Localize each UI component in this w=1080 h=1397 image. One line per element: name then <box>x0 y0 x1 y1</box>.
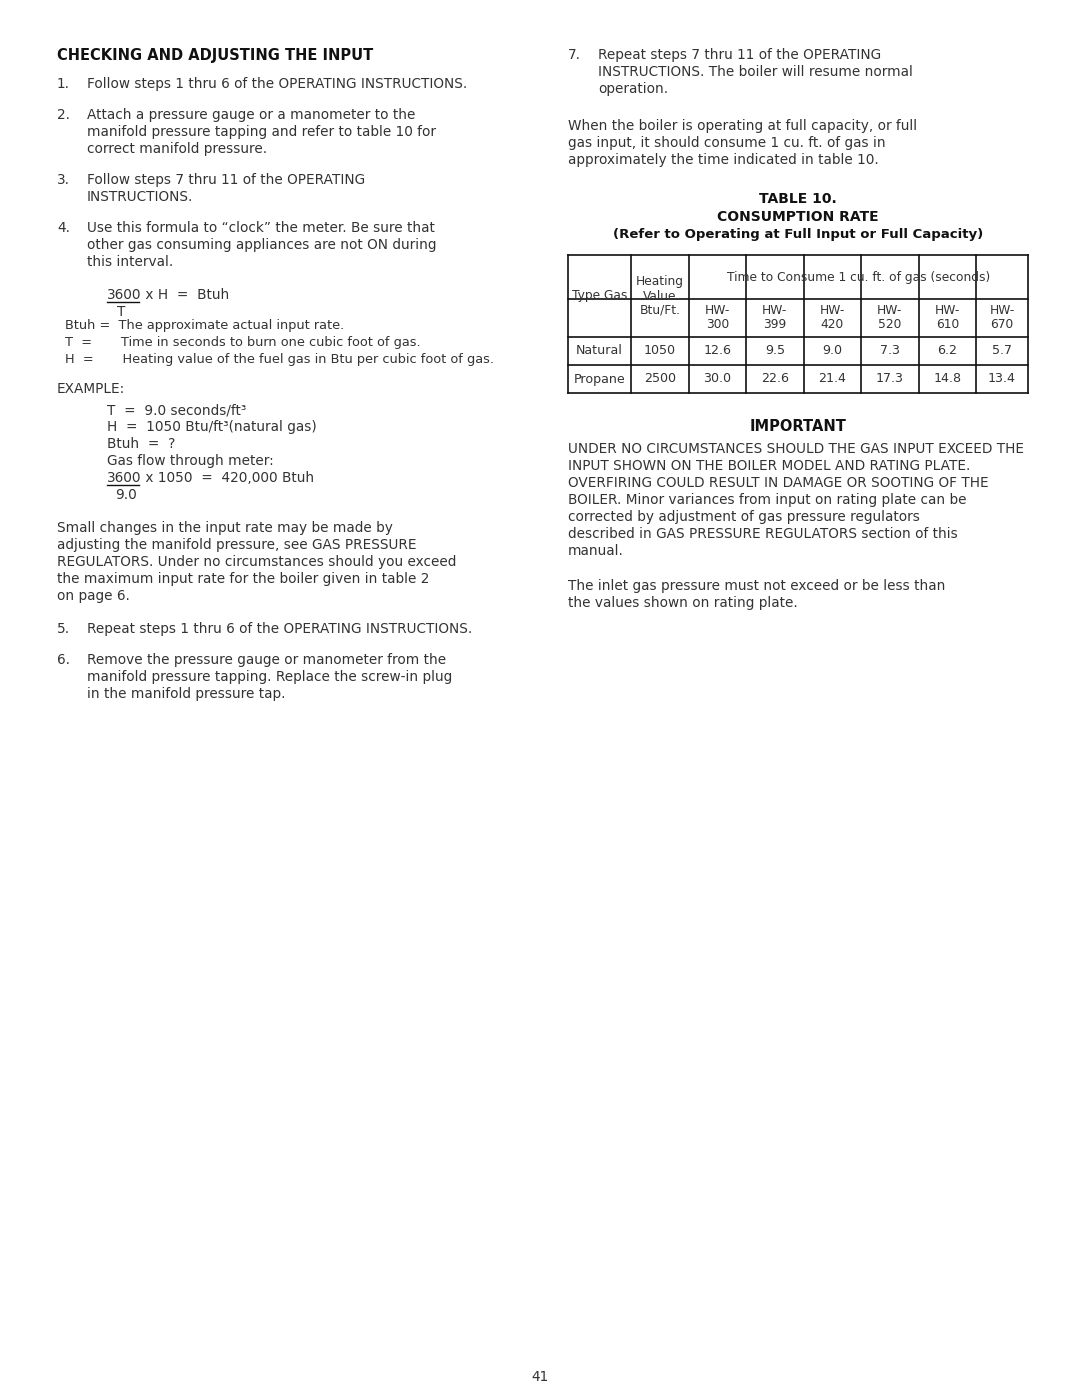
Text: 14.8: 14.8 <box>933 373 961 386</box>
Text: INSTRUCTIONS.: INSTRUCTIONS. <box>87 190 193 204</box>
Text: Follow steps 7 thru 11 of the OPERATING: Follow steps 7 thru 11 of the OPERATING <box>87 173 365 187</box>
Text: T  =       Time in seconds to burn one cubic foot of gas.: T = Time in seconds to burn one cubic fo… <box>65 337 420 349</box>
Text: 610: 610 <box>935 319 959 331</box>
Text: 21.4: 21.4 <box>819 373 847 386</box>
Text: Propane: Propane <box>573 373 625 386</box>
Text: adjusting the manifold pressure, see GAS PRESSURE: adjusting the manifold pressure, see GAS… <box>57 538 417 552</box>
Text: Gas flow through meter:: Gas flow through meter: <box>107 454 273 468</box>
Text: The inlet gas pressure must not exceed or be less than: The inlet gas pressure must not exceed o… <box>568 578 945 592</box>
Text: x 1050  =  420,000 Btuh: x 1050 = 420,000 Btuh <box>141 471 314 485</box>
Text: 670: 670 <box>990 319 1014 331</box>
Text: 3.: 3. <box>57 173 70 187</box>
Text: manual.: manual. <box>568 543 624 557</box>
Text: manifold pressure tapping. Replace the screw-in plug: manifold pressure tapping. Replace the s… <box>87 671 453 685</box>
Text: 9.5: 9.5 <box>765 345 785 358</box>
Text: x H  =  Btuh: x H = Btuh <box>141 288 229 302</box>
Text: on page 6.: on page 6. <box>57 590 130 604</box>
Text: 1.: 1. <box>57 77 70 91</box>
Text: INSTRUCTIONS. The boiler will resume normal: INSTRUCTIONS. The boiler will resume nor… <box>598 66 913 80</box>
Text: Value: Value <box>643 289 676 303</box>
Text: HW-: HW- <box>934 305 960 317</box>
Text: 5.7: 5.7 <box>993 345 1012 358</box>
Text: 13.4: 13.4 <box>988 373 1016 386</box>
Text: 300: 300 <box>705 319 729 331</box>
Text: OVERFIRING COULD RESULT IN DAMAGE OR SOOTING OF THE: OVERFIRING COULD RESULT IN DAMAGE OR SOO… <box>568 476 988 490</box>
Text: Use this formula to “clock” the meter. Be sure that: Use this formula to “clock” the meter. B… <box>87 221 435 235</box>
Text: other gas consuming appliances are not ON during: other gas consuming appliances are not O… <box>87 237 436 251</box>
Text: 5.: 5. <box>57 622 70 636</box>
Text: gas input, it should consume 1 cu. ft. of gas in: gas input, it should consume 1 cu. ft. o… <box>568 136 886 149</box>
Text: H  =       Heating value of the fuel gas in Btu per cubic foot of gas.: H = Heating value of the fuel gas in Btu… <box>65 353 494 366</box>
Text: 1050: 1050 <box>644 345 676 358</box>
Text: HW-: HW- <box>820 305 845 317</box>
Text: described in GAS PRESSURE REGULATORS section of this: described in GAS PRESSURE REGULATORS sec… <box>568 527 958 541</box>
Text: approximately the time indicated in table 10.: approximately the time indicated in tabl… <box>568 154 879 168</box>
Text: 420: 420 <box>821 319 843 331</box>
Text: 3600: 3600 <box>107 288 141 302</box>
Text: T  =  9.0 seconds/ft³: T = 9.0 seconds/ft³ <box>107 402 246 416</box>
Text: HW-: HW- <box>762 305 787 317</box>
Text: Attach a pressure gauge or a manometer to the: Attach a pressure gauge or a manometer t… <box>87 108 416 122</box>
Text: 9.0: 9.0 <box>114 488 137 502</box>
Text: Natural: Natural <box>576 345 623 358</box>
Text: H  =  1050 Btu/ft³(natural gas): H = 1050 Btu/ft³(natural gas) <box>107 420 316 434</box>
Text: Follow steps 1 thru 6 of the OPERATING INSTRUCTIONS.: Follow steps 1 thru 6 of the OPERATING I… <box>87 77 468 91</box>
Text: Small changes in the input rate may be made by: Small changes in the input rate may be m… <box>57 521 393 535</box>
Text: 7.3: 7.3 <box>880 345 900 358</box>
Text: Type Gas: Type Gas <box>571 289 627 303</box>
Text: Repeat steps 1 thru 6 of the OPERATING INSTRUCTIONS.: Repeat steps 1 thru 6 of the OPERATING I… <box>87 622 472 636</box>
Text: IMPORTANT: IMPORTANT <box>750 419 847 434</box>
Text: the values shown on rating plate.: the values shown on rating plate. <box>568 597 798 610</box>
Text: 520: 520 <box>878 319 902 331</box>
Text: EXAMPLE:: EXAMPLE: <box>57 381 125 395</box>
Text: the maximum input rate for the boiler given in table 2: the maximum input rate for the boiler gi… <box>57 571 430 585</box>
Text: 17.3: 17.3 <box>876 373 904 386</box>
Text: 9.0: 9.0 <box>822 345 842 358</box>
Text: REGULATORS. Under no circumstances should you exceed: REGULATORS. Under no circumstances shoul… <box>57 555 457 569</box>
Text: (Refer to Operating at Full Input or Full Capacity): (Refer to Operating at Full Input or Ful… <box>612 228 983 242</box>
Text: operation.: operation. <box>598 82 669 96</box>
Text: CONSUMPTION RATE: CONSUMPTION RATE <box>717 210 879 224</box>
Text: BOILER. Minor variances from input on rating plate can be: BOILER. Minor variances from input on ra… <box>568 493 967 507</box>
Text: 2500: 2500 <box>644 373 676 386</box>
Text: corrected by adjustment of gas pressure regulators: corrected by adjustment of gas pressure … <box>568 510 920 524</box>
Text: CHECKING AND ADJUSTING THE INPUT: CHECKING AND ADJUSTING THE INPUT <box>57 47 374 63</box>
Text: this interval.: this interval. <box>87 256 173 270</box>
Text: UNDER NO CIRCUMSTANCES SHOULD THE GAS INPUT EXCEED THE: UNDER NO CIRCUMSTANCES SHOULD THE GAS IN… <box>568 441 1024 455</box>
Text: 6.: 6. <box>57 652 70 666</box>
Text: 12.6: 12.6 <box>703 345 731 358</box>
Text: HW-: HW- <box>989 305 1015 317</box>
Text: 2.: 2. <box>57 108 70 122</box>
Text: 6.2: 6.2 <box>937 345 957 358</box>
Text: 3600: 3600 <box>107 471 141 485</box>
Text: manifold pressure tapping and refer to table 10 for: manifold pressure tapping and refer to t… <box>87 124 436 138</box>
Text: When the boiler is operating at full capacity, or full: When the boiler is operating at full cap… <box>568 119 917 133</box>
Text: Time to Consume 1 cu. ft. of gas (seconds): Time to Consume 1 cu. ft. of gas (second… <box>727 271 990 284</box>
Text: in the manifold pressure tap.: in the manifold pressure tap. <box>87 687 285 701</box>
Text: 22.6: 22.6 <box>760 373 788 386</box>
Text: INPUT SHOWN ON THE BOILER MODEL AND RATING PLATE.: INPUT SHOWN ON THE BOILER MODEL AND RATI… <box>568 460 970 474</box>
Text: 4.: 4. <box>57 221 70 235</box>
Text: HW-: HW- <box>704 305 730 317</box>
Text: Btuh  =  ?: Btuh = ? <box>107 437 175 451</box>
Text: 7.: 7. <box>568 47 581 61</box>
Text: Heating: Heating <box>636 275 684 289</box>
Text: Repeat steps 7 thru 11 of the OPERATING: Repeat steps 7 thru 11 of the OPERATING <box>598 47 881 61</box>
Text: 41: 41 <box>531 1370 549 1384</box>
Text: HW-: HW- <box>877 305 903 317</box>
Text: 399: 399 <box>764 319 786 331</box>
Text: Remove the pressure gauge or manometer from the: Remove the pressure gauge or manometer f… <box>87 652 446 666</box>
Text: 30.0: 30.0 <box>703 373 731 386</box>
Text: Btu/Ft.: Btu/Ft. <box>639 303 680 317</box>
Text: TABLE 10.: TABLE 10. <box>759 191 837 205</box>
Text: T: T <box>117 305 125 319</box>
Text: correct manifold pressure.: correct manifold pressure. <box>87 142 267 156</box>
Text: Btuh =  The approximate actual input rate.: Btuh = The approximate actual input rate… <box>65 319 345 332</box>
